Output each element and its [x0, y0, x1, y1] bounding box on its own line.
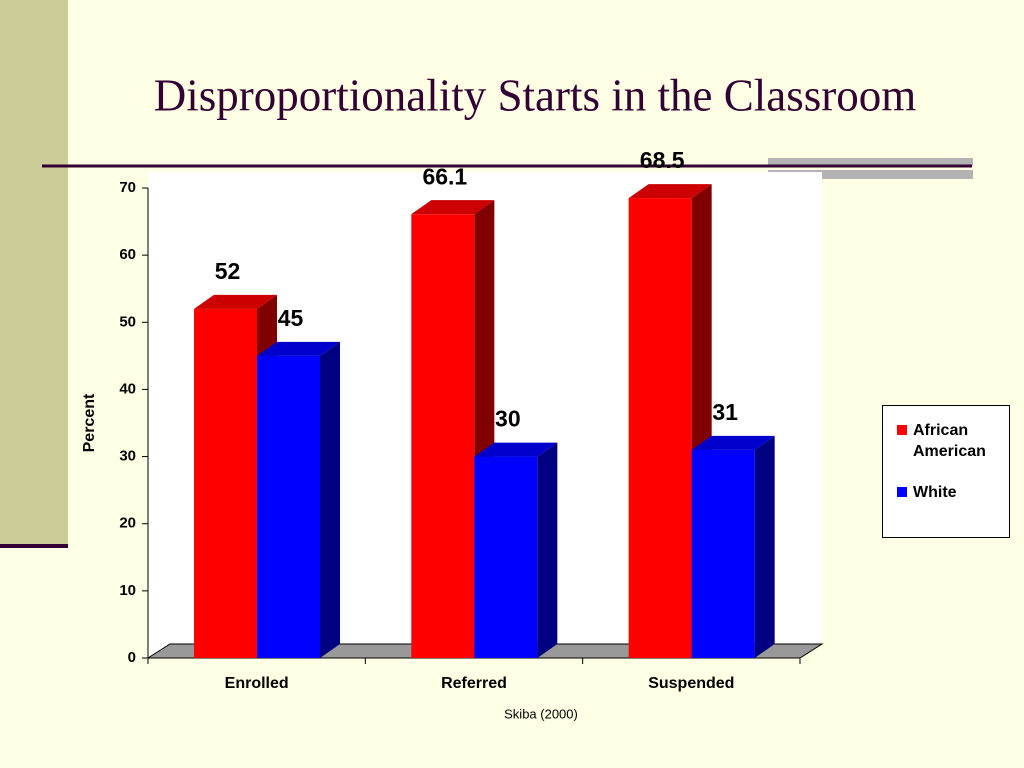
y-tick-label: 60	[119, 246, 136, 263]
bar	[257, 355, 320, 658]
value-label: 66.1	[422, 163, 467, 189]
y-axis-label: Percent	[81, 393, 98, 452]
bar-top	[194, 294, 277, 309]
legend-swatch	[897, 425, 907, 435]
source-note: Skiba (2000)	[504, 706, 578, 721]
value-label: 31	[712, 399, 738, 425]
legend-entry: African American	[897, 420, 1005, 462]
bar	[411, 214, 475, 658]
x-tick-label: Referred	[441, 675, 507, 692]
chart-title: Disproportionality Starts in the Classro…	[154, 70, 916, 120]
y-tick-label: 30	[119, 448, 136, 465]
legend-entry: White	[897, 482, 1005, 503]
bar	[628, 198, 692, 659]
legend-label: White	[913, 484, 957, 501]
y-tick-label: 50	[119, 313, 136, 330]
deco-bar	[768, 170, 973, 179]
bar	[691, 449, 755, 658]
y-tick-label: 70	[119, 179, 136, 196]
value-label: 30	[495, 406, 521, 432]
value-label: 52	[215, 258, 241, 284]
side-strip	[0, 0, 68, 545]
bar-top	[257, 341, 340, 356]
y-tick-label: 40	[119, 380, 136, 397]
value-label: 68.5	[640, 147, 685, 173]
deco-bar	[768, 158, 973, 166]
value-label: 45	[278, 305, 304, 331]
x-tick-label: Suspended	[648, 675, 734, 692]
legend-swatch	[897, 487, 907, 497]
bar-top	[628, 184, 712, 199]
x-tick-label: Enrolled	[225, 675, 289, 692]
bar-side	[320, 341, 340, 658]
y-tick-label: 0	[128, 649, 136, 666]
legend-label: African American	[913, 422, 986, 460]
bar	[474, 456, 538, 658]
bar-side	[537, 442, 558, 658]
bar-top	[474, 442, 558, 457]
legend: African American White	[882, 405, 1010, 538]
bar-side	[754, 435, 775, 658]
y-tick-label: 10	[119, 582, 136, 599]
bar-top	[691, 435, 775, 450]
y-tick-label: 20	[119, 515, 136, 532]
bar-top	[411, 200, 495, 215]
bar	[194, 308, 257, 658]
